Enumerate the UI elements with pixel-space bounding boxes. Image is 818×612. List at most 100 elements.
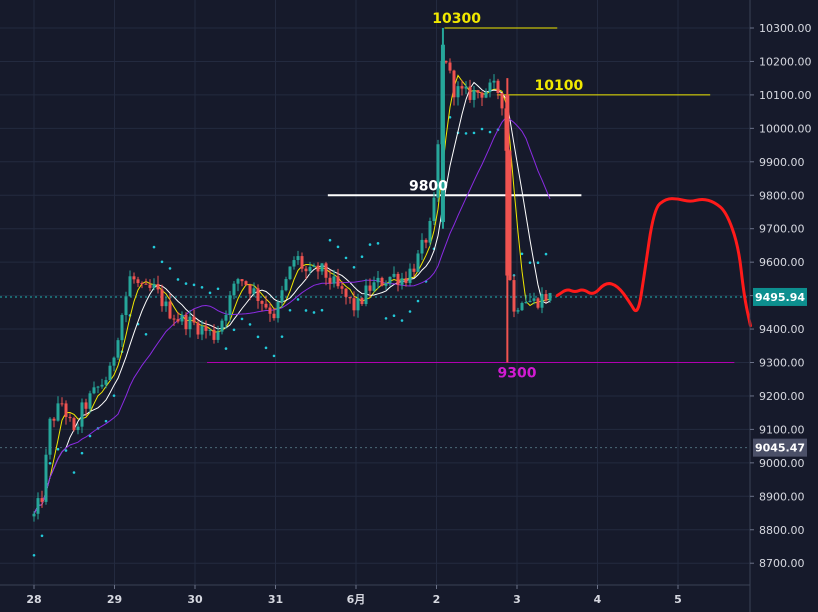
candle-body	[92, 387, 96, 394]
candle-body	[40, 498, 44, 502]
candle-body	[364, 285, 368, 304]
x-tick-label: 29	[107, 593, 122, 606]
candle-body	[184, 314, 188, 330]
candle-body	[188, 316, 192, 330]
candle-body	[368, 285, 372, 291]
candle-body	[400, 278, 404, 285]
candle-body	[340, 286, 344, 289]
candle-body	[124, 296, 128, 316]
sar-dot	[240, 317, 244, 321]
candle-body	[244, 281, 248, 285]
candle-body	[360, 298, 364, 304]
candle-body	[300, 256, 304, 269]
candle-body	[328, 277, 332, 284]
sar-dot	[360, 255, 364, 259]
sar-dot	[232, 328, 236, 332]
candle-body	[84, 402, 88, 409]
sar-dot	[352, 265, 356, 269]
candle-body	[264, 303, 268, 308]
candle-body	[304, 268, 308, 272]
x-tick-label: 5	[674, 593, 682, 606]
candle-body	[488, 82, 492, 93]
candle-body	[520, 302, 524, 311]
candle-body	[132, 276, 136, 280]
sar-dot	[32, 553, 36, 557]
price-badge-bg	[753, 438, 807, 457]
time-axis[interactable]: 28 29 30 31 6月 2 3 4 5	[26, 585, 682, 606]
candle-body	[536, 298, 540, 308]
candle-body	[476, 90, 480, 93]
candle-body	[508, 150, 512, 281]
sar-dot	[176, 278, 180, 281]
x-tick-label: 30	[187, 593, 203, 606]
sar-dot	[288, 308, 292, 312]
sar-dot	[200, 286, 204, 289]
candle-body	[208, 329, 212, 331]
x-tick-label: 28	[26, 593, 41, 606]
candle-body	[380, 277, 384, 286]
sar-dot	[192, 283, 196, 287]
sar-dot	[376, 242, 380, 245]
candle-body	[100, 384, 104, 387]
sar-dot	[152, 245, 156, 249]
sar-dot	[408, 310, 412, 313]
level-label-9800: 9800	[409, 178, 448, 194]
candle-body	[228, 295, 232, 316]
sar-dot	[544, 252, 548, 256]
forecast-line-group	[555, 197, 752, 328]
candle-body	[112, 357, 116, 366]
sar-dot	[528, 261, 532, 264]
candle-body	[412, 268, 416, 272]
candle-body	[224, 315, 228, 321]
y-tick-label: 9600.00	[759, 256, 805, 269]
sar-dot	[168, 267, 172, 270]
candle-body	[196, 322, 200, 335]
moving-averages	[33, 74, 551, 515]
candle-body	[460, 86, 464, 89]
candle-big-up	[440, 44, 445, 223]
sar-dot	[248, 323, 252, 326]
sar-dot	[48, 461, 52, 465]
sar-dot	[328, 238, 332, 242]
candle-body	[216, 331, 220, 340]
candle-body	[408, 268, 412, 283]
candle-body	[212, 329, 216, 340]
candle-body	[236, 279, 240, 284]
candle-body	[60, 403, 64, 405]
candle-body	[176, 319, 180, 322]
y-tick-label: 10200.00	[759, 55, 812, 68]
candle-body	[432, 197, 436, 222]
candle-body	[116, 340, 120, 358]
price-badge-label: 9495.94	[755, 291, 805, 304]
y-tick-label: 9800.00	[759, 189, 805, 202]
candle-body	[324, 263, 328, 278]
y-tick-label: 10300.00	[759, 22, 812, 35]
candle-body	[284, 279, 288, 291]
sar-dot	[400, 319, 404, 322]
candle-body	[396, 273, 400, 285]
candle-body	[128, 276, 132, 297]
sar-dot	[72, 471, 76, 474]
sar-dot	[392, 314, 396, 317]
sar-dot	[488, 130, 492, 134]
sar-dot	[464, 132, 468, 135]
candle-body	[316, 265, 320, 272]
sar-dot	[144, 332, 148, 336]
candle-body	[64, 403, 68, 417]
level-label-10100: 10100	[535, 78, 584, 94]
candle-body	[164, 301, 168, 307]
candle-body	[288, 266, 292, 280]
candle-body	[308, 267, 312, 272]
candle-body	[344, 288, 348, 297]
sar-dot	[280, 335, 284, 338]
candle-body	[352, 298, 356, 311]
y-tick-label: 9200.00	[759, 390, 805, 403]
candle-body	[492, 80, 496, 83]
sar-dot	[296, 298, 300, 301]
candle-body	[388, 276, 392, 284]
y-tick-label: 9100.00	[759, 423, 805, 436]
sar-dot	[256, 335, 260, 339]
y-tick-label: 9000.00	[759, 457, 805, 470]
candle-body	[192, 316, 196, 323]
